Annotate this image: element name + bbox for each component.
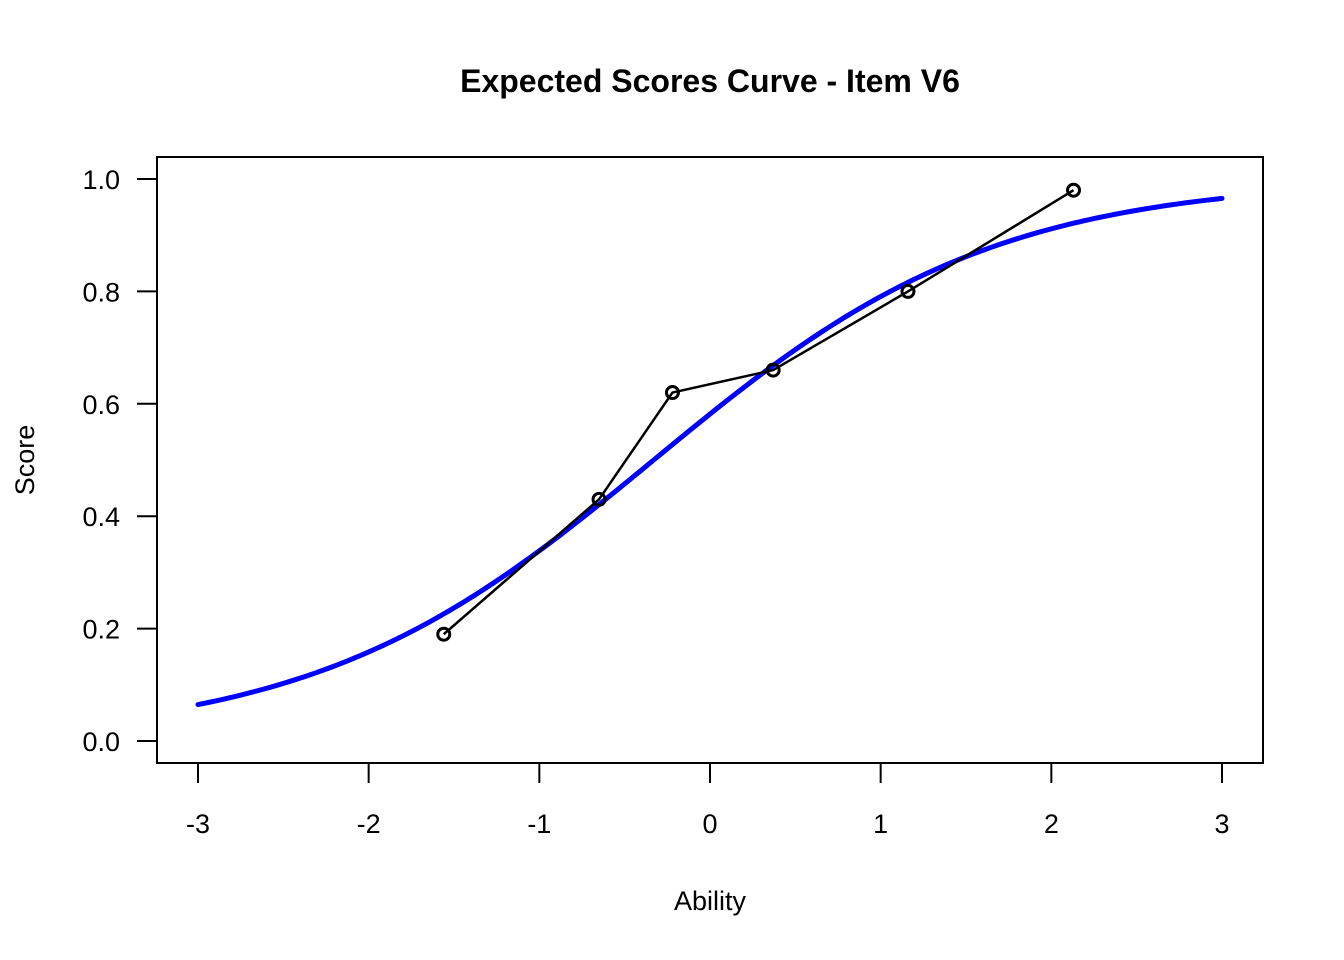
x-tick-label: 3	[1214, 809, 1229, 839]
observed-score-point	[664, 385, 680, 401]
observed-score-point	[765, 362, 781, 378]
chart-title: Expected Scores Curve - Item V6	[460, 63, 960, 99]
observed-score-line	[442, 189, 1075, 636]
series-layer	[195, 182, 1225, 708]
observed-score-point	[436, 626, 452, 642]
y-tick-label: 1.0	[82, 165, 120, 195]
observed-score-point	[900, 283, 916, 299]
y-axis: 0.0 0.2 0.4 0.6 0.8 1.0	[82, 165, 158, 757]
y-tick-label: 0.0	[82, 727, 120, 757]
observed-score-point	[591, 491, 607, 507]
y-tick-label: 0.2	[82, 615, 120, 645]
x-tick-label: 2	[1044, 809, 1059, 839]
y-axis-title: Score	[10, 425, 40, 496]
x-axis: -3 -2 -1 0 1 2 3	[186, 762, 1230, 839]
x-tick-label: -2	[357, 809, 381, 839]
x-tick-label: -1	[527, 809, 551, 839]
x-tick-label: 0	[702, 809, 717, 839]
x-tick-label: 1	[873, 809, 888, 839]
observed-score-point	[1066, 182, 1082, 198]
expected-score-curve	[195, 195, 1225, 708]
y-tick-label: 0.6	[82, 390, 120, 420]
y-tick-label: 0.8	[82, 277, 120, 307]
x-axis-title: Ability	[674, 886, 747, 916]
y-tick-label: 0.4	[82, 502, 120, 532]
x-tick-label: -3	[186, 809, 210, 839]
